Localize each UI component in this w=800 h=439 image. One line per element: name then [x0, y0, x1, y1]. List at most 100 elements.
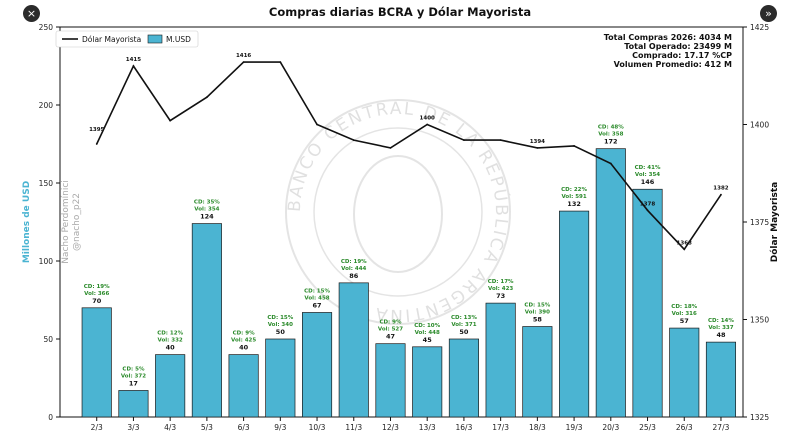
- dolar-point: [242, 61, 245, 63]
- dolar-point-label: 1400: [420, 116, 435, 122]
- bar-cd-label: CD: 12%: [157, 331, 183, 337]
- bar-value-label: 124: [200, 213, 214, 221]
- next-icon[interactable]: »: [760, 5, 777, 22]
- summary-total-operado: Total Operado: 23499 M: [624, 42, 732, 51]
- dolar-mayorista-line: [95, 61, 722, 251]
- bar-value-label: 50: [276, 328, 286, 336]
- bar-cd-label: CD: 13%: [451, 315, 477, 321]
- bar: [228, 354, 259, 418]
- bar-cd-label: CD: 9%: [233, 331, 256, 337]
- bar-value-label: 132: [567, 200, 581, 208]
- bar: [522, 326, 553, 418]
- bar-vol-label: Vol: 332: [158, 338, 183, 344]
- dolar-point: [536, 147, 539, 149]
- bar-cd-label: CD: 22%: [561, 187, 587, 193]
- dolar-point: [426, 123, 429, 126]
- bar-vol-label: Vol: 371: [451, 322, 476, 328]
- bar-cd-label: CD: 15%: [267, 315, 293, 321]
- bar-vol-label: Vol: 591: [561, 194, 586, 200]
- author-name: Nacho Perdomínici: [61, 180, 71, 264]
- dolar-point: [573, 145, 575, 147]
- bar-vol-label: Vol: 527: [378, 327, 403, 333]
- y-left-tick-label: 50: [43, 335, 53, 344]
- bar-cd-label: CD: 15%: [524, 303, 550, 309]
- x-tick-label: 25/3: [639, 423, 656, 432]
- x-tick-label: 13/3: [419, 423, 436, 432]
- x-tick-label: 6/3: [238, 423, 250, 432]
- x-tick-label: 3/3: [127, 423, 139, 432]
- bar-vol-label: Vol: 458: [304, 295, 329, 301]
- bar: [705, 341, 737, 418]
- bar-vol-label: Vol: 354: [635, 172, 660, 178]
- y-right-tick-label: 1325: [750, 413, 769, 422]
- bar-value-label: 67: [313, 301, 322, 309]
- x-tick-label: 12/3: [382, 423, 399, 432]
- chart-title: Compras diarias BCRA y Dólar Mayorista: [269, 5, 531, 19]
- dolar-point: [352, 139, 355, 142]
- bar-cd-label: CD: 10%: [414, 323, 440, 329]
- legend-box: [55, 30, 199, 48]
- bar-vol-label: Vol: 372: [121, 373, 146, 379]
- bar: [595, 148, 626, 418]
- bar-cd-label: CD: 9%: [379, 320, 402, 326]
- bar-vol-label: Vol: 366: [84, 291, 109, 297]
- dolar-point: [683, 248, 686, 251]
- bar: [412, 346, 443, 418]
- x-tick-label: 20/3: [602, 423, 619, 432]
- x-tick-label: 9/3: [274, 423, 286, 432]
- bar-cd-label: CD: 19%: [84, 284, 110, 290]
- x-tick-label: 11/3: [345, 423, 362, 432]
- bar-value-label: 45: [423, 336, 433, 344]
- bar-vol-label: Vol: 425: [231, 338, 256, 344]
- x-tick-label: 17/3: [492, 423, 509, 432]
- bar-value-label: 17: [129, 379, 138, 387]
- bar-vol-label: Vol: 448: [415, 330, 440, 336]
- bar: [81, 307, 112, 418]
- bar-value-label: 48: [716, 331, 726, 339]
- bar-vol-label: Vol: 337: [708, 325, 733, 331]
- bar-value-label: 47: [386, 333, 395, 341]
- bar-value-label: 73: [496, 292, 505, 300]
- dolar-point: [720, 193, 722, 196]
- y-left-tick-label: 0: [48, 413, 53, 422]
- bar-cd-label: CD: 14%: [708, 318, 734, 324]
- dolar-point-label: 1378: [640, 201, 655, 207]
- bar-vol-label: Vol: 354: [194, 207, 219, 213]
- bar-vol-label: Vol: 444: [341, 266, 366, 272]
- y-axis-right-label: Dólar Mayorista: [769, 182, 780, 262]
- bar-cd-label: CD: 18%: [671, 304, 697, 310]
- dolar-point: [279, 61, 282, 63]
- bar-cd-label: CD: 15%: [304, 288, 330, 294]
- bar-vol-label: Vol: 390: [525, 310, 550, 316]
- dolar-point-label: 1394: [530, 139, 545, 145]
- bar-value-label: 50: [459, 328, 469, 336]
- x-tick-label: 27/3: [713, 423, 730, 432]
- bar-value-label: 70: [92, 297, 102, 305]
- bar: [485, 302, 516, 418]
- bar-value-label: 40: [166, 344, 176, 352]
- bar: [191, 223, 222, 418]
- x-tick-label: 4/3: [164, 423, 176, 432]
- bar-value-label: 146: [641, 178, 655, 186]
- bar: [265, 338, 296, 418]
- close-icon[interactable]: ×: [23, 5, 40, 22]
- y-right-tick-label: 1350: [750, 316, 769, 325]
- dolar-point: [169, 119, 172, 122]
- bar-vol-label: Vol: 340: [268, 322, 293, 328]
- author-handle: @nacho_p22: [72, 193, 82, 251]
- x-tick-label: 16/3: [456, 423, 473, 432]
- bar-cd-label: CD: 41%: [635, 165, 661, 171]
- dolar-point: [609, 162, 612, 165]
- x-tick-label: 18/3: [529, 423, 546, 432]
- dolar-point-label: 1368: [677, 240, 692, 246]
- dolar-point-label: 1395: [89, 127, 104, 133]
- y-right-tick-label: 1400: [750, 121, 769, 130]
- bar: [118, 390, 149, 418]
- summary-volumen-promedio: Volumen Promedio: 412 M: [614, 60, 732, 69]
- x-tick-label: 10/3: [309, 423, 326, 432]
- bar: [448, 338, 479, 418]
- bar: [302, 312, 333, 418]
- bar-cd-label: CD: 17%: [488, 279, 514, 285]
- bar-vol-label: Vol: 423: [488, 286, 513, 292]
